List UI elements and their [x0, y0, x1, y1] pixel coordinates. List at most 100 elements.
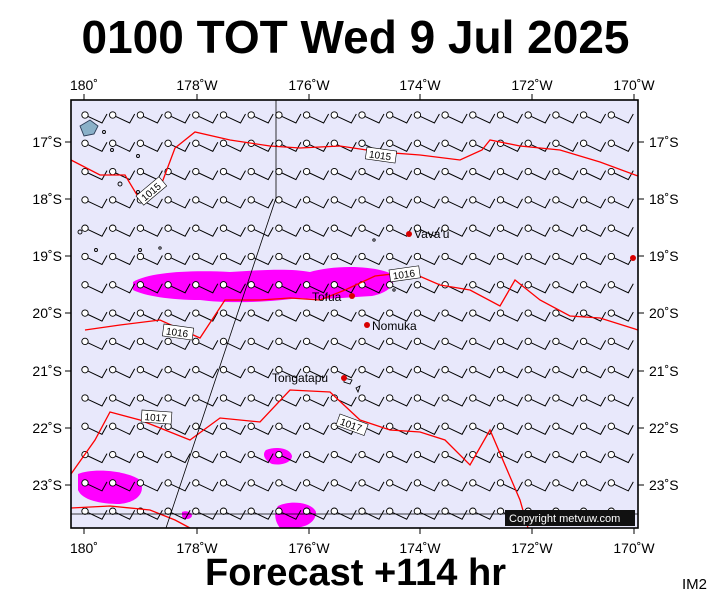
place-label-tofua: Tofua	[312, 290, 342, 304]
wind-barb	[247, 252, 274, 266]
wind-barb	[81, 281, 108, 294]
wind-barb	[552, 450, 579, 464]
wind-barb	[275, 507, 302, 520]
wind-barb	[358, 394, 385, 407]
wind-barb	[413, 252, 440, 266]
wind-barb	[469, 252, 496, 266]
wind-barb	[219, 394, 246, 407]
wind-barb	[247, 224, 274, 237]
wind-barb	[109, 337, 136, 351]
wind-barb	[192, 252, 219, 266]
wind-barb	[192, 167, 219, 181]
wind-barb	[524, 422, 551, 435]
wind-barb	[469, 309, 496, 322]
lon-label-top-1: 178˚W	[176, 77, 218, 93]
isobar-1016	[84, 271, 639, 339]
lat-label-left-3: 20˚S	[32, 305, 62, 321]
wind-barb	[136, 111, 163, 124]
wind-barb	[358, 252, 385, 266]
wind-barb	[164, 394, 191, 407]
wind-barb	[109, 366, 136, 379]
wind-barb	[164, 507, 191, 520]
wind-barb	[607, 450, 634, 464]
wind-barb	[109, 394, 136, 407]
wind-barb	[164, 366, 191, 379]
wind-barb	[413, 224, 440, 237]
wind-barb	[441, 196, 468, 209]
wind-barb	[607, 422, 634, 435]
wind-barb	[192, 450, 219, 464]
wind-barb	[302, 167, 330, 181]
wind-barb	[164, 479, 191, 492]
wind-barb	[413, 366, 440, 379]
wind-barb	[441, 252, 468, 266]
axis-ticks	[65, 94, 644, 534]
svg-text:1015: 1015	[368, 149, 392, 163]
place-marker-east	[630, 255, 636, 261]
wind-barb	[524, 224, 551, 237]
wind-barb	[247, 507, 274, 520]
wind-barb	[524, 337, 551, 351]
svg-text:1016: 1016	[165, 326, 189, 340]
wind-barb	[247, 366, 274, 379]
wind-barb	[496, 450, 523, 464]
wind-barb	[579, 224, 607, 237]
wind-barb	[81, 111, 108, 124]
rain-areas	[78, 267, 394, 528]
image-code: IM2	[681, 576, 707, 593]
wind-barb	[330, 167, 357, 181]
wind-barb	[607, 139, 634, 152]
svg-text:1016: 1016	[392, 268, 416, 282]
wind-barb	[413, 167, 440, 181]
wind-barb	[607, 337, 634, 351]
wind-barb	[441, 111, 468, 124]
wind-barb	[192, 309, 219, 322]
wind-barb	[579, 366, 607, 379]
rain-area-south-west	[78, 470, 142, 504]
wind-barb	[136, 281, 163, 294]
wind-barb	[330, 507, 357, 520]
wind-barb	[302, 479, 330, 492]
wind-barb	[413, 139, 440, 152]
wind-barb	[552, 337, 579, 351]
wind-barb	[330, 394, 357, 407]
wind-barb	[164, 281, 191, 294]
wind-barb	[81, 139, 108, 152]
wind-barb	[469, 366, 496, 379]
wind-barb	[386, 167, 413, 181]
wind-barb	[413, 450, 440, 464]
place-marker-nomuka	[364, 322, 370, 328]
wind-barb	[192, 479, 219, 492]
wind-barb	[192, 337, 219, 351]
longitude-labels-top: 180˚ 178˚W 176˚W 174˚W 172˚W 170˚W	[70, 77, 655, 93]
isobar-1017	[70, 389, 529, 529]
wind-barb	[496, 167, 523, 181]
wind-barb	[413, 309, 440, 322]
lon-label-bottom-1: 178˚W	[176, 540, 218, 556]
wind-barb	[552, 111, 579, 124]
wind-barb	[413, 196, 440, 209]
wind-barb	[496, 196, 523, 209]
wind-barb	[247, 394, 274, 407]
wind-barb	[109, 450, 136, 464]
wind-barb	[192, 281, 219, 294]
lon-label-top-2: 176˚W	[288, 77, 330, 93]
wind-barb	[358, 337, 385, 351]
wind-barb	[552, 196, 579, 209]
wind-barb	[524, 252, 551, 266]
wind-barb	[247, 111, 274, 124]
wind-barb	[192, 394, 219, 407]
wind-barb	[136, 167, 163, 181]
wind-barb	[192, 224, 219, 237]
wind-barb	[441, 366, 468, 379]
wind-barb	[386, 450, 413, 464]
wind-barb	[441, 450, 468, 464]
lat-label-left-5: 22˚S	[32, 420, 62, 436]
wind-barb	[275, 422, 302, 435]
wind-barb	[469, 422, 496, 435]
isobar-label-3: 1016	[388, 265, 421, 282]
wind-barb	[386, 224, 413, 237]
wind-barb	[358, 450, 385, 464]
wind-barb	[607, 479, 634, 492]
